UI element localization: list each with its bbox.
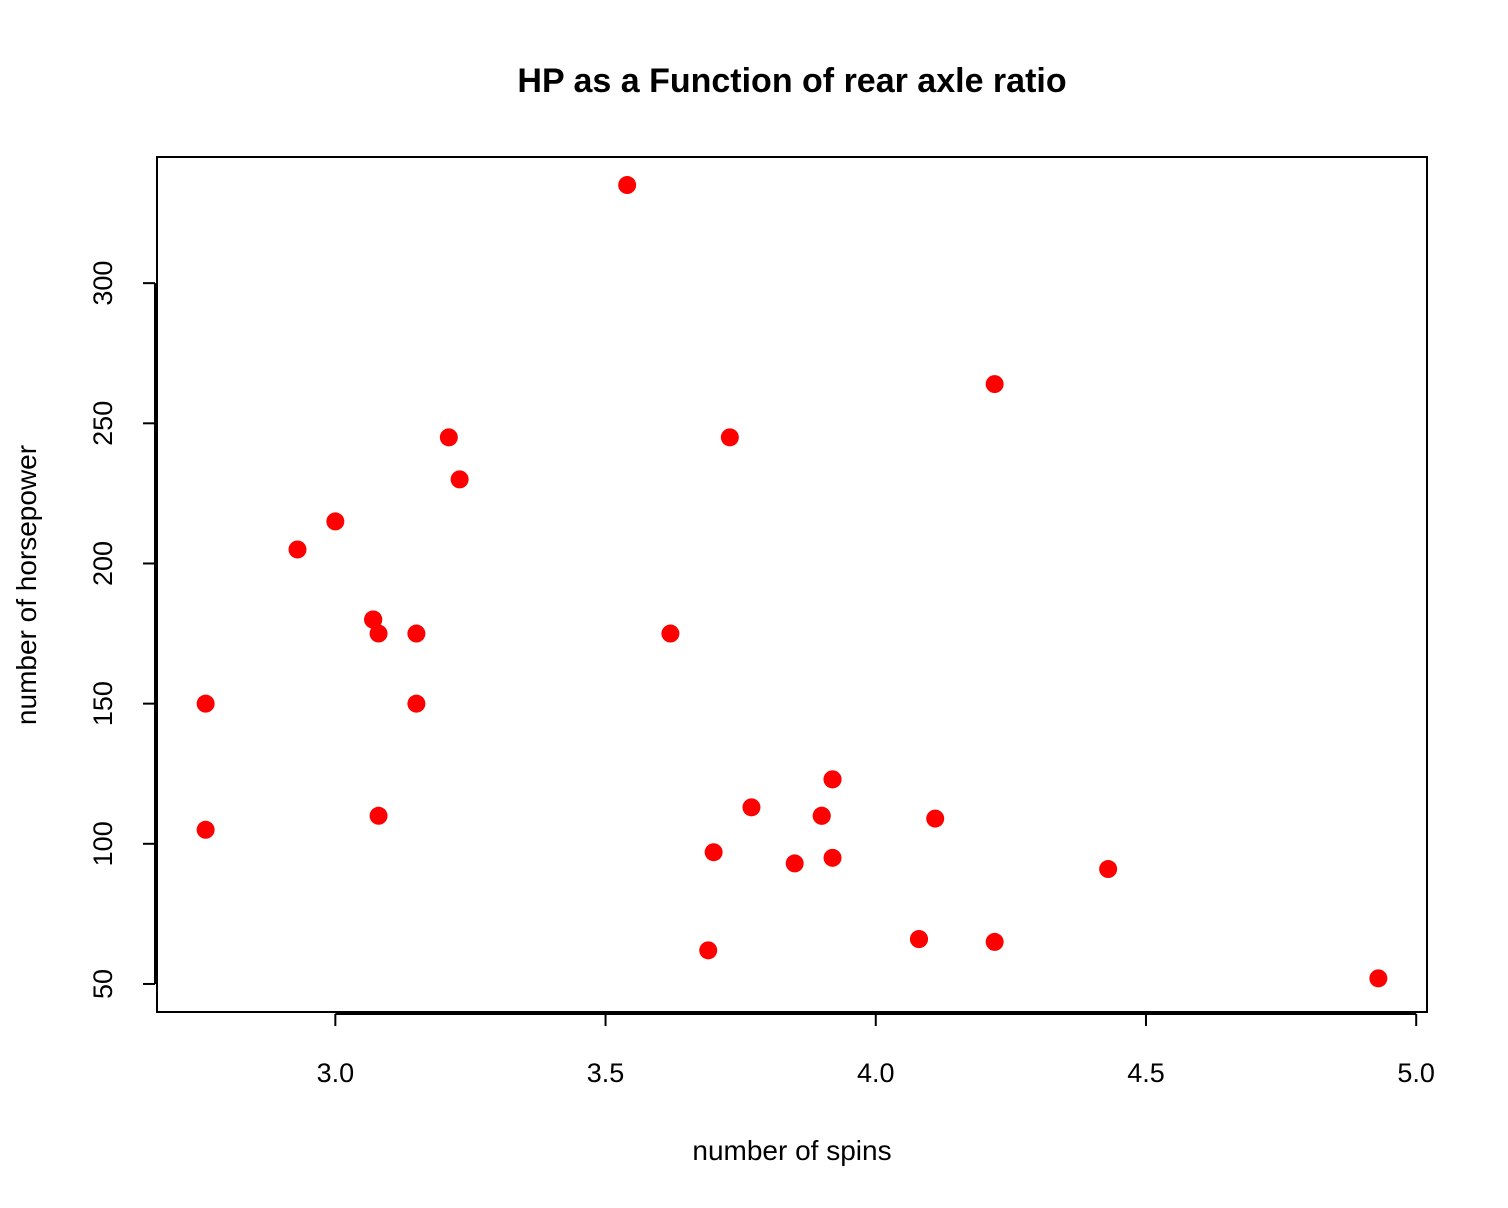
- data-point: [699, 941, 718, 960]
- data-point: [288, 540, 307, 559]
- x-tick-label: 5.0: [1397, 1058, 1435, 1088]
- data-point: [985, 932, 1004, 951]
- data-points: [196, 176, 1388, 988]
- data-point: [742, 798, 761, 817]
- y-tick-label: 250: [88, 401, 118, 446]
- data-point: [407, 694, 426, 713]
- x-tick-label: 4.5: [1127, 1058, 1165, 1088]
- x-tick-label: 3.0: [317, 1058, 355, 1088]
- data-point: [196, 694, 215, 713]
- data-point: [450, 470, 469, 489]
- y-tick-label: 100: [88, 821, 118, 866]
- data-point: [369, 806, 388, 825]
- data-point: [720, 428, 739, 447]
- data-point: [704, 843, 723, 862]
- y-tick-label: 200: [88, 541, 118, 586]
- data-point: [661, 624, 680, 643]
- x-axis-title: number of spins: [692, 1135, 891, 1166]
- data-point: [785, 854, 804, 873]
- plot-frame: [156, 156, 1428, 1013]
- data-point: [910, 930, 928, 949]
- data-point: [985, 375, 1004, 394]
- data-point: [823, 848, 842, 867]
- y-axis: 50 100 150 200 250 300: [88, 261, 156, 999]
- data-point: [926, 809, 945, 828]
- chart-title: HP as a Function of rear axle ratio: [517, 62, 1066, 100]
- y-tick-label: 150: [88, 681, 118, 726]
- data-point: [812, 806, 831, 825]
- data-point: [1369, 969, 1388, 988]
- data-point: [1099, 860, 1118, 879]
- data-point: [618, 176, 637, 195]
- x-tick-label: 4.0: [857, 1058, 895, 1088]
- y-tick-label: 50: [88, 969, 118, 999]
- y-tick-label: 300: [88, 261, 118, 306]
- y-axis-title: number of horsepower: [11, 445, 42, 725]
- data-point: [364, 610, 383, 629]
- data-point: [823, 770, 842, 789]
- x-tick-label: 3.5: [587, 1058, 625, 1088]
- data-point: [196, 820, 215, 839]
- data-point: [369, 624, 388, 643]
- data-point: [439, 428, 458, 447]
- data-point: [326, 512, 345, 531]
- x-axis: 3.0 3.5 4.0 4.5 5.0: [317, 1013, 1435, 1088]
- data-point: [407, 624, 426, 643]
